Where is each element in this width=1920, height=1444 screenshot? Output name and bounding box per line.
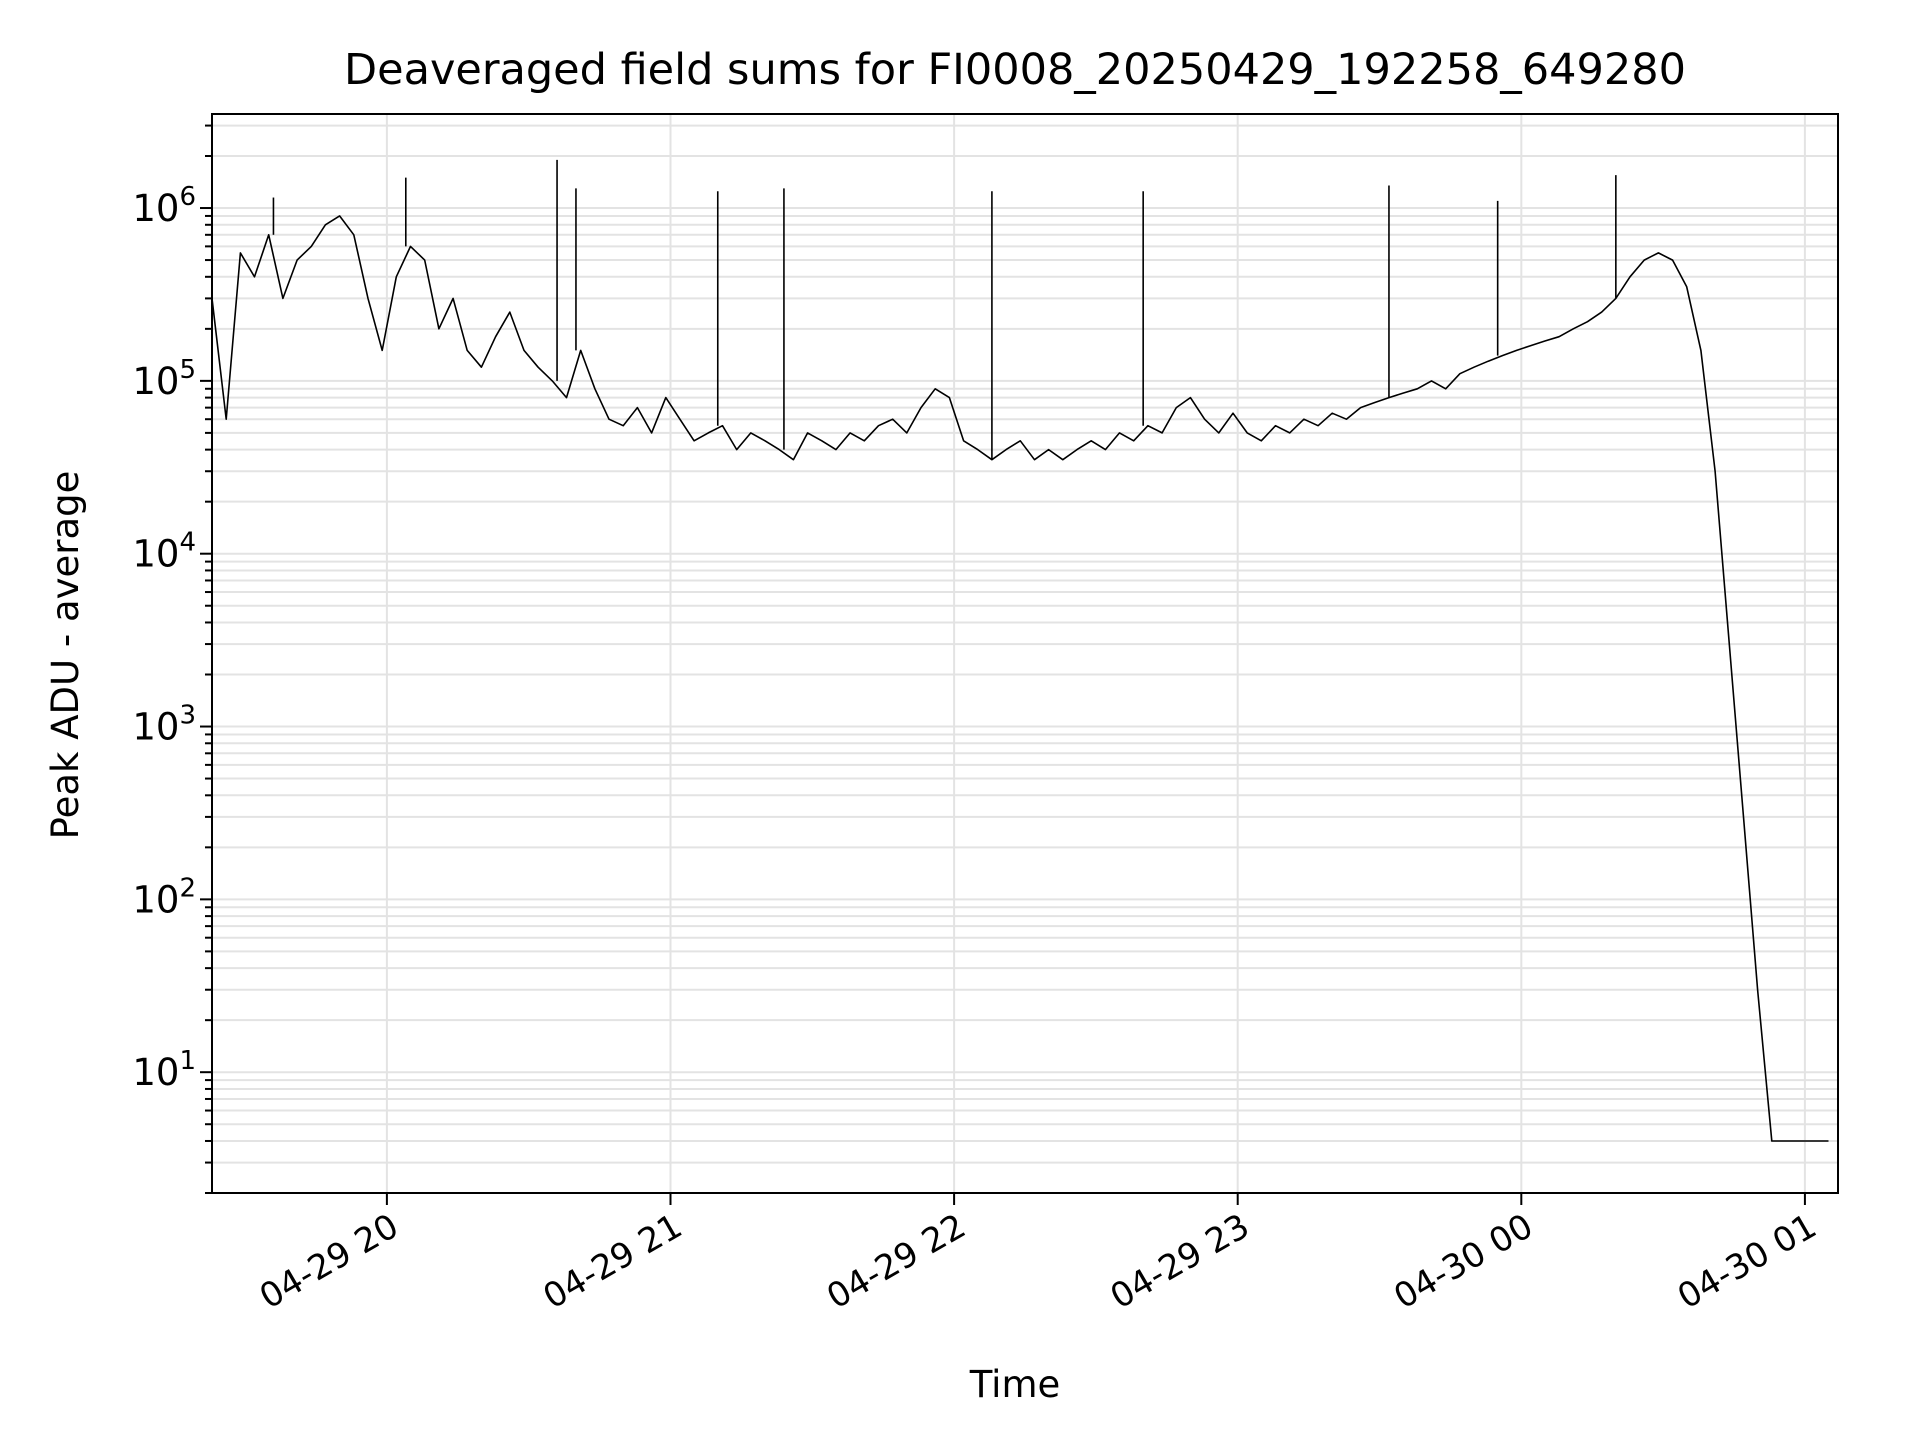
- x-axis-label: Time: [969, 1363, 1061, 1406]
- y-tick-label: 103: [132, 701, 196, 749]
- series-layer: [211, 159, 1829, 1142]
- y-tick-label: 106: [132, 182, 196, 230]
- y-tick-label: 102: [132, 873, 196, 921]
- y-tick-label: 105: [132, 355, 196, 403]
- chart-title: Deaveraged field sums for FI0008_2025042…: [344, 45, 1686, 95]
- series-line: [211, 215, 1829, 1142]
- y-axis-label: Peak ADU - average: [44, 471, 87, 840]
- grid-layer: [212, 114, 1838, 1194]
- plot-frame: [211, 113, 1839, 1194]
- y-tick-label: 104: [132, 528, 196, 576]
- y-tick-label: 101: [132, 1046, 196, 1094]
